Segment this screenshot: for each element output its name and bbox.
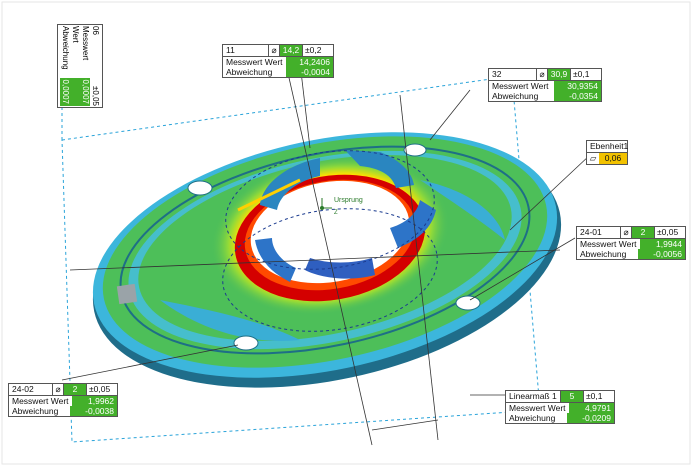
nominal-value: 14,2	[279, 45, 302, 56]
diameter-icon: ⌀	[620, 227, 631, 238]
tolerance-value: ±0,05	[654, 227, 685, 238]
deviation-value: -0,0038	[70, 406, 117, 416]
deviation-label: Abweichung	[580, 249, 627, 259]
callout-id: Linearmaß 1	[509, 391, 557, 401]
deviation-label: Abweichung	[12, 406, 59, 416]
callout-id: 11	[226, 45, 235, 55]
origin-axis-label: Z	[334, 210, 338, 216]
measurement-callout-11[interactable]: 11 ⌀ 14,2 ±0,2 Messwert Wert 14,2406 Abwe…	[222, 44, 334, 78]
measured-label: Messwert Wert	[12, 396, 69, 406]
nominal-value: 2	[631, 227, 654, 238]
deviation-label: Abweichung	[61, 26, 70, 70]
flatness-title: Ebenheit1	[590, 141, 629, 151]
leader-lines	[61, 59, 591, 446]
deviation-label: Abweichung	[492, 91, 539, 101]
measured-label: Messwert Wert	[226, 57, 283, 67]
measured-label: Messwert Wert	[580, 239, 637, 249]
measured-label: Messwert Wert	[492, 81, 549, 91]
callout-id: 32	[492, 69, 502, 79]
measured-value: 1,9944	[639, 239, 685, 249]
deviation-value: -0,0209	[567, 413, 614, 423]
measured-value: 1,9962	[71, 396, 117, 406]
measured-value: 30,9354	[554, 81, 601, 91]
flatness-icon: ▱	[589, 153, 597, 163]
nominal-value: 2	[63, 384, 86, 395]
measured-label: Messwert Wert	[509, 403, 566, 413]
diameter-icon: ⌀	[536, 69, 547, 80]
callout-id: 06	[91, 26, 100, 35]
tolerance-value: ±0,1	[570, 69, 601, 80]
measured-value: 4,9791	[568, 403, 614, 413]
part-flange-model	[92, 132, 562, 388]
tolerance-value: ±0,2	[302, 45, 333, 56]
measured-label: Messwert Wert	[71, 26, 90, 61]
nominal-value: 5	[560, 391, 583, 402]
measurement-callout-linear[interactable]: Linearmaß 1 5 ±0,1 Messwert Wert 4,9791 A…	[505, 390, 615, 424]
measurement-callout-24-02[interactable]: 24-02 ⌀ 2 ±0,05 Messwert Wert 1,9962 Abwe…	[8, 383, 118, 417]
deviation-value: 0,0007	[60, 77, 70, 106]
deviation-label: Abweichung	[226, 67, 273, 77]
flatness-value: 0,06	[599, 153, 627, 164]
deviation-value: -0,0354	[554, 91, 601, 101]
measured-value: 14,2406	[286, 57, 333, 67]
tolerance-value: ±0,05	[91, 86, 100, 106]
measurement-callout-24-01[interactable]: 24-01 ⌀ 2 ±0,05 Messwert Wert 1,9944 Abwe…	[576, 226, 686, 260]
tolerance-value: ±0,1	[583, 391, 614, 402]
origin-marker	[320, 198, 332, 210]
deviation-label: Abweichung	[509, 413, 556, 423]
deviation-value: -0,0056	[638, 249, 685, 259]
origin-label: Ursprung	[334, 197, 363, 204]
callout-id: 24-02	[12, 384, 34, 394]
measured-value: 0,0007	[70, 77, 90, 106]
diameter-icon: ⌀	[268, 45, 279, 56]
deviation-value: -0,0004	[286, 67, 333, 77]
tolerance-value: ±0,05	[86, 384, 117, 395]
diameter-icon: ⌀	[52, 384, 63, 395]
flatness-callout[interactable]: Ebenheit1 ▱ 0,06	[586, 140, 628, 165]
measurement-callout-06[interactable]: 06 ±0,05 Messwert Wert 0,0007 Abweichung 0,…	[57, 24, 103, 108]
callout-id: 24-01	[580, 227, 602, 237]
nominal-value: 30,9	[547, 69, 570, 80]
measurement-callout-32[interactable]: 32 ⌀ 30,9 ±0,1 Messwert Wert 30,9354 Abwe…	[488, 68, 602, 102]
